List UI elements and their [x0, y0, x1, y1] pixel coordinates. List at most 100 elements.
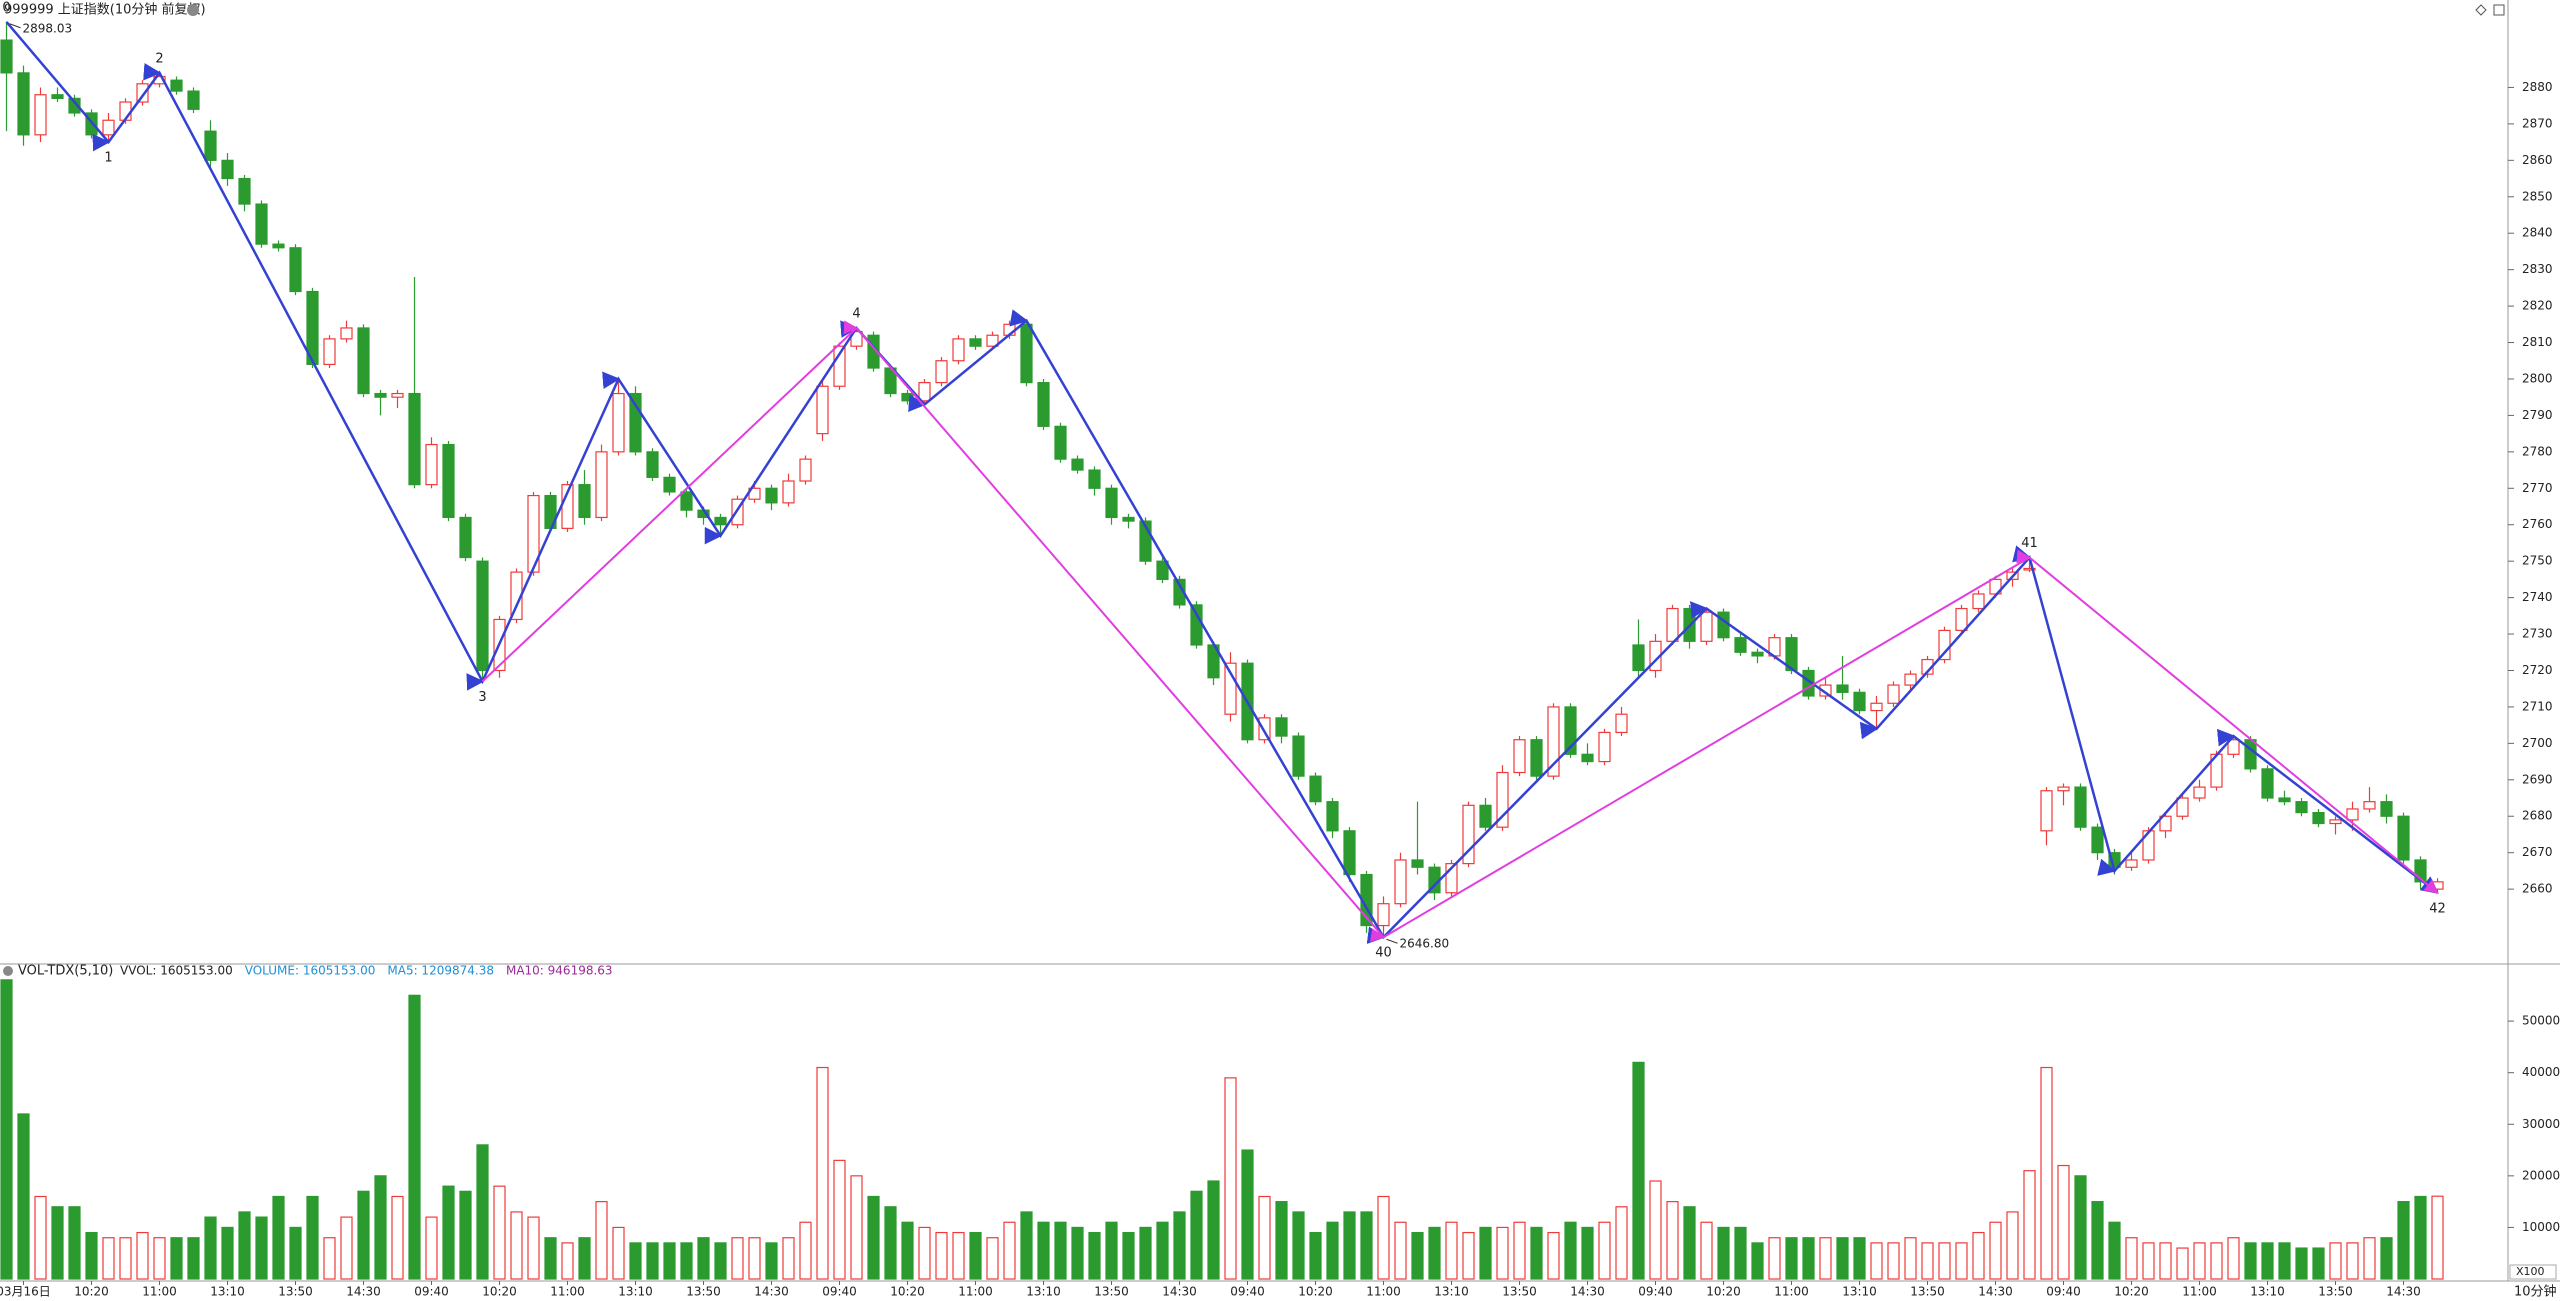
candle-body [323, 338, 336, 365]
volume-bar [34, 1195, 47, 1280]
volume-bar [255, 1216, 268, 1280]
candle-body [1598, 731, 1611, 763]
volume-bar [1258, 1195, 1271, 1280]
candle-body [1836, 684, 1849, 693]
x-tick-label: 13:50 [2318, 1285, 2353, 1299]
volume-unit: X100 [2516, 1265, 2545, 1278]
volume-bar [0, 979, 13, 1280]
x-tick-label: 13:10 [618, 1285, 653, 1299]
x-tick-label: 13:10 [1434, 1285, 1469, 1299]
candle-body [2312, 811, 2325, 825]
candle-body [1309, 775, 1322, 803]
candle-body [1904, 673, 1917, 686]
candle-body [2091, 826, 2104, 854]
volume-bar [1989, 1221, 2002, 1280]
candle-body [918, 382, 931, 402]
candle-body [238, 177, 251, 205]
volume-bar [374, 1175, 387, 1280]
candle-body [2261, 768, 2274, 799]
volume-bar [1615, 1206, 1628, 1280]
volume-bar [1105, 1221, 1118, 1280]
x-tick-label: 13:10 [1842, 1285, 1877, 1299]
candle-body [170, 79, 183, 92]
y-tick-label: 40000 [2522, 1065, 2560, 1079]
candle-body [1972, 593, 1985, 610]
volume-bar [1139, 1226, 1152, 1280]
volume-bar [1479, 1226, 1492, 1280]
volume-bar [1717, 1226, 1730, 1280]
candle-body [2431, 881, 2444, 890]
y-tick-label: 2880 [2522, 80, 2553, 94]
volume-bar [935, 1231, 948, 1280]
volume-bar [561, 1242, 574, 1280]
y-tick-label: 50000 [2522, 1014, 2560, 1028]
candle-body [1615, 713, 1628, 734]
x-tick-label: 13:50 [686, 1285, 721, 1299]
volume-bar [2040, 1066, 2053, 1280]
candle-body [1275, 717, 1288, 737]
x-tick-label: 10:20 [74, 1285, 109, 1299]
volume-bar [17, 1113, 30, 1280]
volume-title: VOL-TDX(5,10) [18, 964, 113, 979]
period-label: 10分钟 [2514, 1284, 2557, 1300]
volume-bar [1071, 1226, 1084, 1280]
candle-body [935, 360, 948, 384]
candle-body [0, 39, 13, 74]
volume-bar [1292, 1211, 1305, 1280]
volume-bar [2159, 1242, 2172, 1280]
candle-body [374, 392, 387, 398]
volume-bar [527, 1216, 540, 1280]
volume-bar [1377, 1195, 1390, 1280]
volume-menu-icon[interactable] [3, 966, 13, 976]
pivot-label: 2 [155, 51, 163, 66]
volume-bar [1700, 1221, 1713, 1280]
volume-bar [748, 1237, 761, 1280]
candle-body [187, 90, 200, 110]
x-tick-label: 14:30 [1162, 1285, 1197, 1299]
y-tick-label: 2810 [2522, 335, 2553, 349]
candle-body [2057, 786, 2070, 792]
candle-body [2346, 808, 2359, 821]
x-tick-label: 11:00 [1774, 1285, 1809, 1299]
y-tick-label: 2850 [2522, 189, 2553, 203]
x-tick-label: 14:30 [754, 1285, 789, 1299]
volume-bar [2006, 1211, 2019, 1280]
volume-bar [1190, 1190, 1203, 1280]
candle-body [1411, 859, 1424, 868]
y-tick-label: 2770 [2522, 481, 2553, 495]
volume-bar [1054, 1221, 1067, 1280]
candle-body [1479, 804, 1492, 828]
volume-bar [680, 1242, 693, 1280]
x-tick-label: 03月16日 [0, 1285, 51, 1299]
volume-bar [884, 1206, 897, 1280]
volume-bar [1819, 1237, 1832, 1280]
volume-bar [1921, 1242, 1934, 1280]
volume-bar [1309, 1231, 1322, 1280]
candle-body [782, 480, 795, 504]
volume-bar [1632, 1061, 1645, 1280]
candle-body [2278, 797, 2291, 803]
candle-body [34, 94, 47, 136]
volume-bar [1598, 1221, 1611, 1280]
volume-bar [663, 1242, 676, 1280]
candle-body [1292, 735, 1305, 777]
title-menu-icon[interactable] [187, 4, 199, 16]
volume-bar [1870, 1242, 1883, 1280]
candle-body [1734, 637, 1747, 653]
volume-bar [578, 1237, 591, 1280]
volume-bar [323, 1237, 336, 1280]
volume-bar [2227, 1237, 2240, 1280]
volume-bar [629, 1242, 642, 1280]
volume-bar [68, 1206, 81, 1280]
candle-body [51, 94, 64, 99]
candle-body [255, 203, 268, 245]
toolbar-icon[interactable] [2493, 4, 2505, 16]
volume-bar [136, 1231, 149, 1280]
y-tick-label: 10000 [2522, 1220, 2560, 1234]
x-tick-label: 13:50 [1502, 1285, 1537, 1299]
volume-bar [1751, 1242, 1764, 1280]
volume-bar [1547, 1231, 1560, 1280]
volume-bar [714, 1242, 727, 1280]
toolbar-icon[interactable] [2475, 4, 2487, 16]
